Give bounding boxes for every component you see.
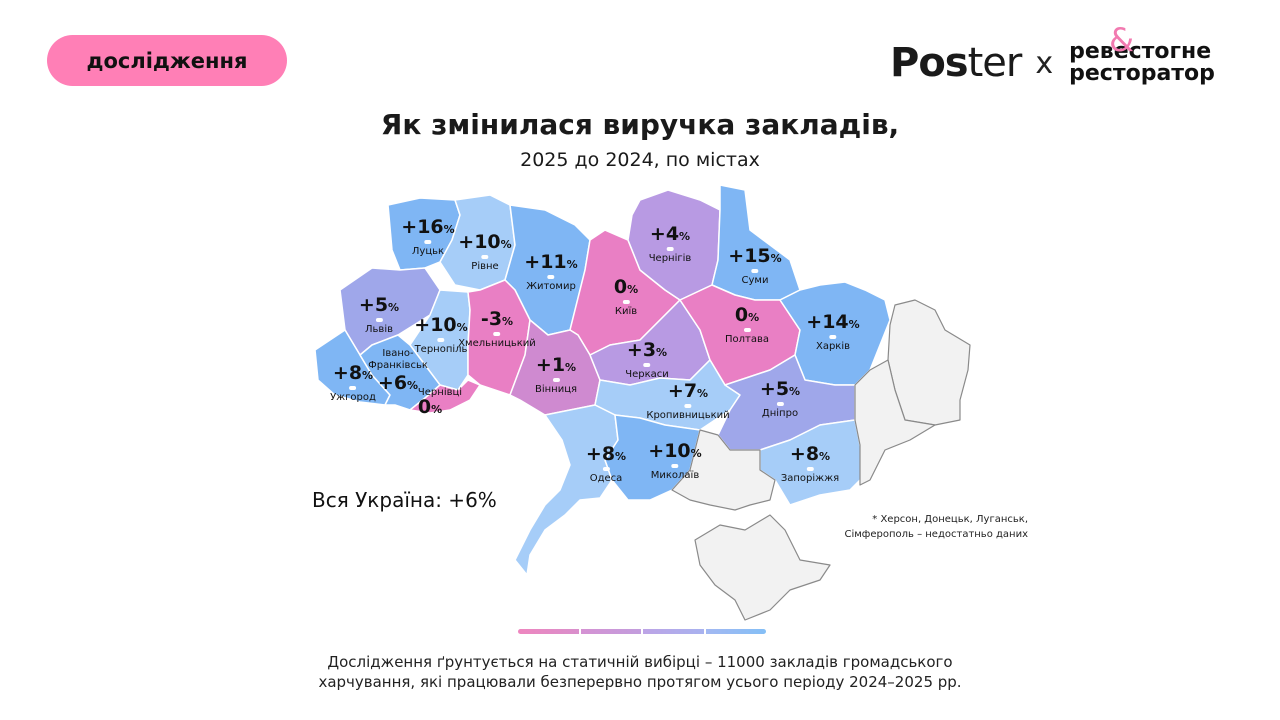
legend-segment-1 <box>518 629 579 634</box>
chart-title: Як змінилася виручка закладів, <box>380 108 900 141</box>
poster-logo: Poster <box>890 40 1022 86</box>
label-cherkasy: +3% Черкаси <box>625 339 669 380</box>
legend-segment-3 <box>643 629 704 634</box>
color-legend <box>518 629 766 634</box>
logo-separator: x <box>1035 45 1054 81</box>
chart-subtitle: 2025 до 2024, по містах <box>520 149 760 171</box>
label-sumy: +15% Суми <box>728 245 782 286</box>
logo-group: Poster x & ревестогне ресторатор <box>890 21 1215 86</box>
label-uzhhorod: +8% Ужгород <box>330 362 376 403</box>
label-lviv: +5% Львів <box>358 294 400 335</box>
footer-methodology: Дослідження ґрунтується на статичній виб… <box>318 653 962 691</box>
label-rivne: +10% Рівне <box>458 231 512 272</box>
label-chernivtsi: Чернівці 0% <box>417 387 463 418</box>
label-kyiv: 0% Київ <box>613 276 639 317</box>
region-odesa <box>514 404 619 576</box>
ampersand-icon: & <box>1109 21 1135 59</box>
legend-segment-4 <box>705 629 766 634</box>
ukraine-total: Вся Україна: +6% <box>312 488 497 512</box>
label-dnipro: +5% Дніпро <box>759 378 801 419</box>
label-zaporizhzhia: +8% Запоріжжя <box>780 443 840 484</box>
no-data-note: * Херсон, Донецьк, Луганськ, Сімферополь… <box>844 514 1029 540</box>
label-vinnytsia: +1% Вінниця <box>534 354 578 395</box>
label-lutsk: +16% Луцьк <box>401 216 455 257</box>
label-mykolaiv: +10% Миколаїв <box>648 440 702 481</box>
label-kharkiv: +14% Харків <box>806 311 860 352</box>
region-kherson-nodata <box>671 429 776 511</box>
label-ternopil: +10% Тернопіль <box>414 314 468 355</box>
label-kropyvnytskyi: +7% Кропивницький <box>646 380 730 421</box>
label-ivano-frankivsk: Івано- Франківськ +6% <box>368 348 428 394</box>
partner-logo: & ревестогне ресторатор <box>1069 21 1215 86</box>
legend-segment-2 <box>580 629 641 634</box>
label-zhytomyr: +11% Житомир <box>524 251 578 292</box>
label-odesa: +8% Одеса <box>585 443 627 484</box>
region-crimea-nodata <box>694 514 831 621</box>
research-tag: дослідження <box>47 35 287 86</box>
label-chernihiv: +4% Чернігів <box>648 223 692 264</box>
label-poltava: 0% Полтава <box>724 304 770 345</box>
region-chernivtsi <box>409 379 481 414</box>
label-khmelnytskyi: -3% Хмельницький <box>458 308 536 349</box>
region-donetsk-nodata <box>854 359 936 486</box>
